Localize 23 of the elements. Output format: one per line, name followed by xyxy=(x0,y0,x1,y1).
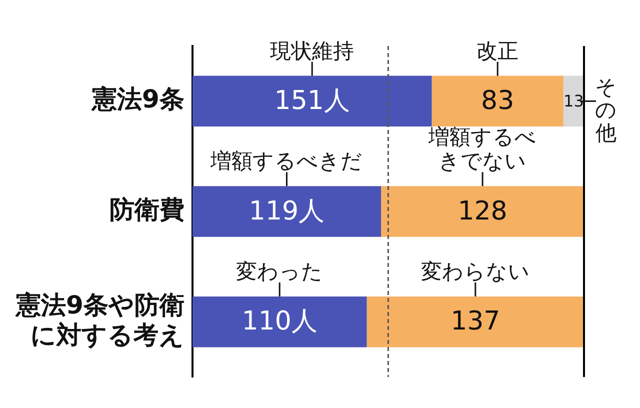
text: その他 xyxy=(595,75,617,146)
y-tick-label: 防衛費 xyxy=(109,195,184,224)
bar xyxy=(192,186,382,237)
data-label: 128 xyxy=(458,196,508,226)
annotation: 現状維持 xyxy=(270,38,354,63)
data-label: 13 xyxy=(564,91,584,110)
bar xyxy=(192,296,367,348)
bar xyxy=(381,186,584,237)
y-tick-label: 憲法9条や防衛に対する考え xyxy=(14,290,184,350)
annotation: 増額するべきだ xyxy=(210,149,363,174)
annotation: 増額するべきでない xyxy=(428,125,537,174)
bar xyxy=(432,76,564,127)
data-label: 110人 xyxy=(242,306,318,337)
data-label: 119人 xyxy=(248,196,325,226)
data-label: 151人 xyxy=(274,86,350,116)
data-label: 83 xyxy=(481,86,514,116)
annotation: 変わらない xyxy=(420,259,530,284)
data-label: 137 xyxy=(450,306,500,337)
bar xyxy=(366,296,584,348)
annotation: 改正 xyxy=(476,38,519,63)
annotation: 変わった xyxy=(236,259,324,284)
bar xyxy=(192,76,432,127)
y-tick-label: 憲法9条 xyxy=(90,84,184,114)
